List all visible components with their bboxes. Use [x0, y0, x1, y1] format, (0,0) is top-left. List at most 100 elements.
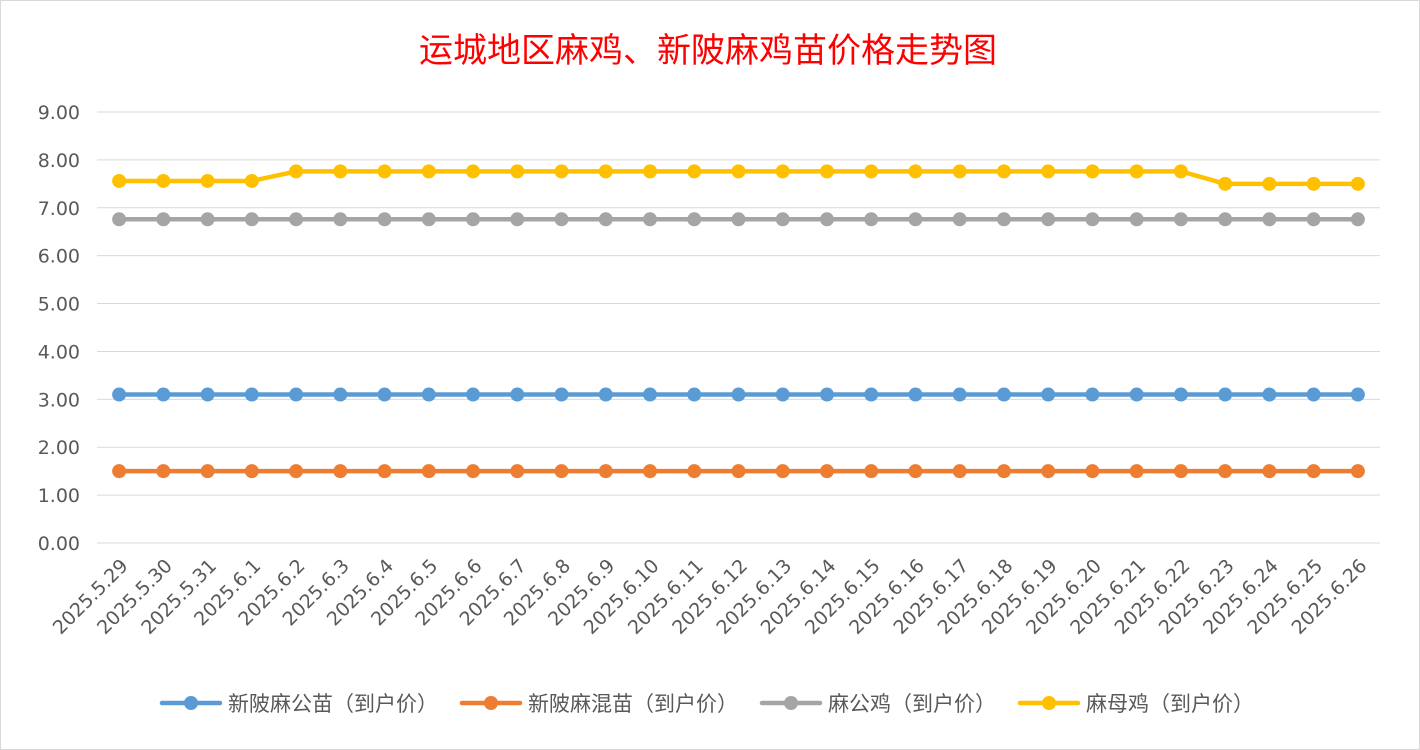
data-point	[510, 164, 525, 179]
y-tick-label: 0.00	[38, 533, 80, 555]
data-point	[1041, 387, 1056, 402]
y-tick-label: 9.00	[38, 102, 80, 124]
data-point	[1350, 464, 1365, 479]
data-point	[244, 212, 259, 227]
data-point	[112, 212, 127, 227]
data-point	[1218, 212, 1233, 227]
data-point	[598, 164, 613, 179]
y-tick-label: 7.00	[38, 198, 80, 220]
series-4	[112, 164, 1365, 191]
data-point	[775, 387, 790, 402]
data-point	[643, 387, 658, 402]
data-point	[1218, 464, 1233, 479]
y-tick-label: 1.00	[38, 485, 80, 507]
data-point	[1085, 164, 1100, 179]
data-point	[598, 212, 613, 227]
data-point	[908, 387, 923, 402]
data-point	[819, 387, 834, 402]
data-point	[643, 464, 658, 479]
data-point	[112, 173, 127, 188]
y-tick-label: 8.00	[38, 150, 80, 172]
data-point	[1041, 212, 1056, 227]
data-point	[112, 464, 127, 479]
data-point	[643, 212, 658, 227]
data-point	[200, 212, 215, 227]
data-point	[1350, 212, 1365, 227]
data-point	[687, 387, 702, 402]
data-point	[952, 212, 967, 227]
data-point	[1262, 387, 1277, 402]
legend-label: 麻公鸡（到户价）	[828, 692, 996, 716]
data-point	[731, 164, 746, 179]
data-point	[333, 387, 348, 402]
data-point	[1306, 464, 1321, 479]
data-point	[1085, 464, 1100, 479]
data-point	[554, 464, 569, 479]
legend-item: 麻母鸡（到户价）	[1017, 692, 1254, 716]
data-point	[333, 164, 348, 179]
data-point	[289, 212, 304, 227]
data-point	[421, 164, 436, 179]
data-point	[1173, 212, 1188, 227]
data-point	[200, 464, 215, 479]
data-point	[952, 387, 967, 402]
data-point	[333, 212, 348, 227]
data-point	[1262, 176, 1277, 191]
data-point	[819, 464, 834, 479]
data-point	[377, 464, 392, 479]
legend-label: 麻母鸡（到户价）	[1086, 692, 1254, 716]
data-point	[156, 212, 171, 227]
data-point	[864, 212, 879, 227]
gridlines	[97, 111, 1380, 544]
data-point	[996, 464, 1011, 479]
series-3	[112, 212, 1365, 227]
data-point	[156, 464, 171, 479]
legend-swatch-marker	[484, 696, 498, 710]
data-point	[421, 464, 436, 479]
data-point	[775, 164, 790, 179]
data-point	[731, 464, 746, 479]
data-point	[952, 164, 967, 179]
data-point	[112, 387, 127, 402]
data-point	[554, 387, 569, 402]
data-point	[952, 464, 967, 479]
data-point	[289, 164, 304, 179]
data-point	[687, 464, 702, 479]
data-point	[908, 212, 923, 227]
y-tick-label: 2.00	[38, 437, 80, 459]
data-point	[819, 164, 834, 179]
data-point	[996, 387, 1011, 402]
legend-item: 麻公鸡（到户价）	[759, 692, 996, 716]
data-point	[1262, 212, 1277, 227]
data-point	[421, 212, 436, 227]
legend-swatch-marker	[184, 696, 198, 710]
series-lines	[112, 164, 1365, 479]
legend-item: 新陂麻公苗（到户价）	[159, 692, 438, 716]
data-point	[156, 173, 171, 188]
legend-swatch-marker	[784, 696, 798, 710]
data-point	[1129, 387, 1144, 402]
data-point	[554, 212, 569, 227]
data-point	[864, 164, 879, 179]
data-point	[554, 164, 569, 179]
data-point	[289, 464, 304, 479]
data-point	[1041, 464, 1056, 479]
data-point	[996, 212, 1011, 227]
data-point	[244, 387, 259, 402]
data-point	[200, 173, 215, 188]
data-point	[1173, 164, 1188, 179]
chart-title: 运城地区麻鸡、新陂麻鸡苗价格走势图	[419, 31, 997, 71]
legend-swatch-marker	[1042, 696, 1056, 710]
data-point	[1041, 164, 1056, 179]
data-point	[1262, 464, 1277, 479]
data-point	[687, 212, 702, 227]
data-point	[1085, 387, 1100, 402]
data-point	[1173, 464, 1188, 479]
data-point	[466, 212, 481, 227]
legend-label: 新陂麻公苗（到户价）	[228, 692, 438, 716]
y-tick-label: 3.00	[38, 389, 80, 411]
data-point	[598, 387, 613, 402]
data-point	[510, 464, 525, 479]
